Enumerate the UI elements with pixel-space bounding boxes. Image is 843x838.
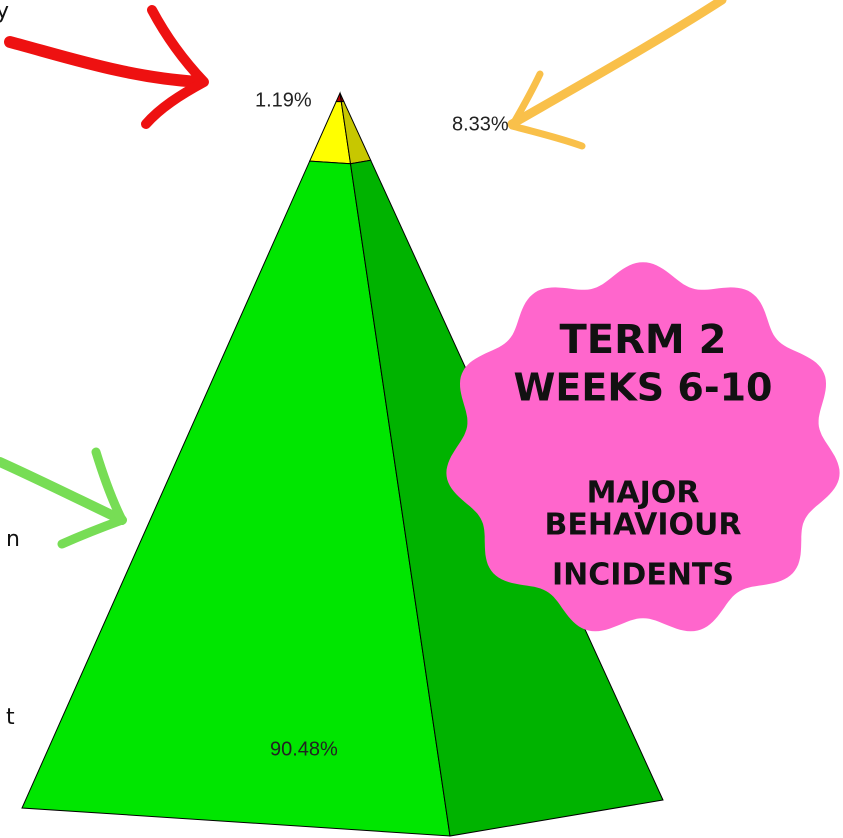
- note-fragment: y: [0, 0, 9, 24]
- notes: y n t: [0, 0, 20, 730]
- badge-line: WEEKS 6-10: [514, 366, 773, 410]
- red-arrow-head: [146, 10, 204, 124]
- page: {"chart_data": {"type": "pyramid", "valu…: [0, 0, 843, 838]
- badge-line: INCIDENTS: [552, 558, 734, 593]
- value-label: 90.48%: [270, 738, 338, 760]
- value-label: 8.33%: [452, 113, 509, 135]
- badge-line: BEHAVIOUR: [545, 508, 742, 543]
- note-fragment: t: [6, 705, 15, 730]
- badge-line: MAJOR: [587, 476, 700, 511]
- value-label: 1.19%: [255, 89, 312, 111]
- note-fragment: n: [6, 527, 20, 552]
- chart: 1.19% 8.33% 90.48% TERM 2WEEKS 6-10 MAJORBE…: [0, 0, 843, 838]
- badge-line: TERM 2: [560, 317, 727, 363]
- orange-arrow: [512, 0, 722, 124]
